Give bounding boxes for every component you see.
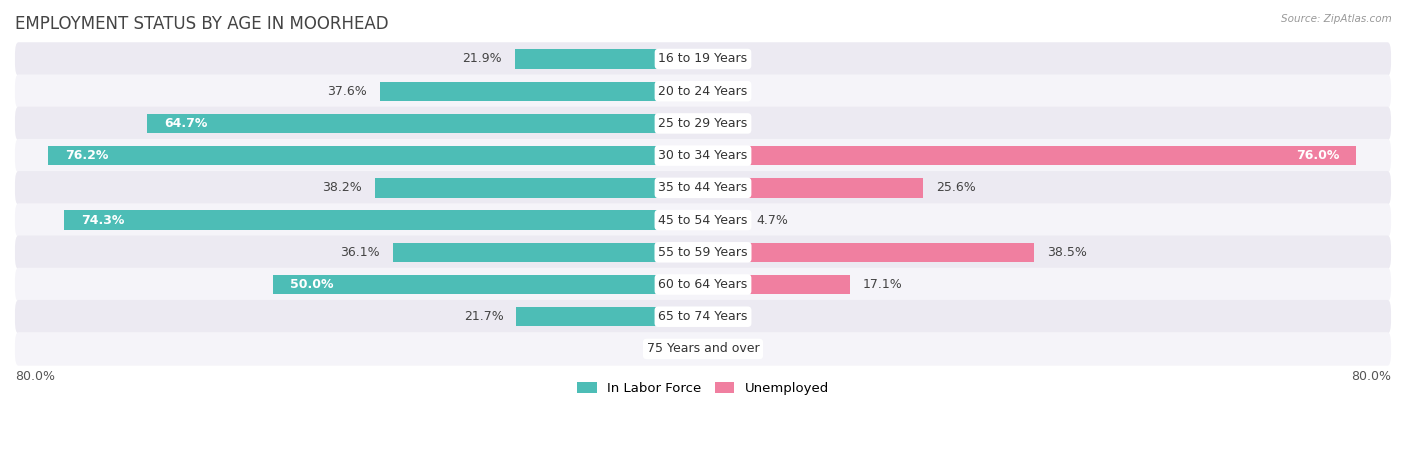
Bar <box>516 307 703 326</box>
Text: 55 to 59 Years: 55 to 59 Years <box>658 246 748 259</box>
Text: 65 to 74 Years: 65 to 74 Years <box>658 310 748 323</box>
Text: 21.9%: 21.9% <box>463 53 502 66</box>
Text: 76.2%: 76.2% <box>65 149 108 162</box>
FancyBboxPatch shape <box>15 107 1391 140</box>
Text: 4.7%: 4.7% <box>756 214 789 227</box>
Text: 16 to 19 Years: 16 to 19 Years <box>658 53 748 66</box>
FancyBboxPatch shape <box>15 139 1391 172</box>
Text: 25.6%: 25.6% <box>936 181 976 194</box>
Text: Source: ZipAtlas.com: Source: ZipAtlas.com <box>1281 14 1392 23</box>
Bar <box>392 243 703 262</box>
Text: 76.0%: 76.0% <box>1296 149 1340 162</box>
Text: 0.0%: 0.0% <box>716 117 748 130</box>
Bar <box>515 50 703 69</box>
FancyBboxPatch shape <box>15 332 1391 366</box>
Text: 20 to 24 Years: 20 to 24 Years <box>658 85 748 98</box>
Text: 17.1%: 17.1% <box>863 278 903 291</box>
Text: 21.7%: 21.7% <box>464 310 503 323</box>
Text: 0.0%: 0.0% <box>716 342 748 356</box>
FancyBboxPatch shape <box>15 235 1391 269</box>
Text: 60 to 64 Years: 60 to 64 Years <box>658 278 748 291</box>
Bar <box>380 81 703 101</box>
Text: 37.6%: 37.6% <box>328 85 367 98</box>
Bar <box>703 178 924 198</box>
Text: 64.7%: 64.7% <box>165 117 207 130</box>
Text: 45 to 54 Years: 45 to 54 Years <box>658 214 748 227</box>
FancyBboxPatch shape <box>15 171 1391 205</box>
Text: 80.0%: 80.0% <box>15 370 55 383</box>
Text: 80.0%: 80.0% <box>1351 370 1391 383</box>
Bar <box>273 275 703 294</box>
Text: 36.1%: 36.1% <box>340 246 380 259</box>
Text: 0.0%: 0.0% <box>658 342 690 356</box>
Bar <box>703 243 1033 262</box>
Text: 0.0%: 0.0% <box>716 53 748 66</box>
Bar <box>374 178 703 198</box>
Text: EMPLOYMENT STATUS BY AGE IN MOORHEAD: EMPLOYMENT STATUS BY AGE IN MOORHEAD <box>15 15 389 33</box>
Text: 50.0%: 50.0% <box>290 278 333 291</box>
Text: 38.2%: 38.2% <box>322 181 361 194</box>
Bar <box>48 146 703 165</box>
Text: 25 to 29 Years: 25 to 29 Years <box>658 117 748 130</box>
Text: 74.3%: 74.3% <box>82 214 125 227</box>
Legend: In Labor Force, Unemployed: In Labor Force, Unemployed <box>571 376 835 400</box>
Bar <box>65 211 703 230</box>
FancyBboxPatch shape <box>15 268 1391 301</box>
FancyBboxPatch shape <box>15 42 1391 76</box>
FancyBboxPatch shape <box>15 300 1391 333</box>
Text: 30 to 34 Years: 30 to 34 Years <box>658 149 748 162</box>
Text: 38.5%: 38.5% <box>1047 246 1087 259</box>
Bar <box>703 275 851 294</box>
Text: 0.0%: 0.0% <box>716 310 748 323</box>
FancyBboxPatch shape <box>15 74 1391 108</box>
Bar <box>146 114 703 133</box>
Bar <box>703 146 1357 165</box>
Text: 75 Years and over: 75 Years and over <box>647 342 759 356</box>
Text: 0.0%: 0.0% <box>716 85 748 98</box>
Text: 35 to 44 Years: 35 to 44 Years <box>658 181 748 194</box>
FancyBboxPatch shape <box>15 203 1391 237</box>
Bar <box>703 211 744 230</box>
